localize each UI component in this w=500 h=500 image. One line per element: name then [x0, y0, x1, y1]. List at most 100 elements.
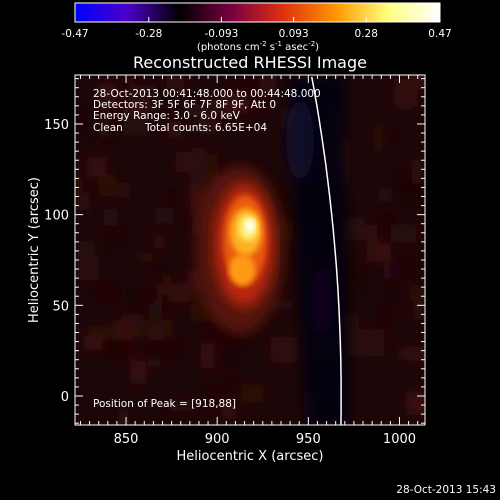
texture-blob	[154, 207, 174, 224]
x-tick-label: 950	[296, 432, 321, 447]
texture-blob	[342, 217, 365, 241]
texture-blob	[101, 339, 129, 357]
texture-blob	[103, 208, 118, 226]
y-tick-label: 50	[52, 299, 69, 314]
x-axis-label: Heliocentric X (arcsec)	[177, 449, 324, 464]
texture-blob	[202, 384, 225, 410]
info-time-range: 28-Oct-2013 00:41:48.000 to 00:44:48.000	[93, 88, 321, 100]
colorbar-unit: (photons cm-2 s-1 asec-2)	[197, 40, 319, 53]
texture-blob	[169, 121, 182, 137]
solar-limb	[310, 76, 342, 425]
texture-blob	[110, 75, 135, 83]
texture-blob	[270, 336, 299, 363]
texture-blob	[75, 177, 84, 203]
texture-blob	[377, 187, 393, 202]
texture-blob	[131, 360, 147, 384]
texture-blob	[222, 401, 236, 420]
texture-blob	[117, 407, 130, 425]
colorbar-frame	[74, 2, 441, 23]
plot-frame	[74, 74, 426, 426]
texture-blob	[378, 302, 396, 326]
info-total-counts: Total counts: 6.65E+04	[144, 122, 267, 134]
texture-blob	[185, 103, 209, 117]
image-area	[75, 75, 425, 425]
texture-blob	[97, 173, 116, 196]
texture-blob	[83, 335, 103, 350]
y-axis-label: Heliocentric Y (arcsec)	[27, 177, 42, 323]
texture-blob	[153, 236, 165, 249]
texture-blob	[240, 77, 261, 100]
texture-blob	[373, 125, 384, 151]
texture-blob	[96, 90, 110, 107]
info-energy-range: Energy Range: 3.0 - 6.0 keV	[93, 110, 241, 122]
texture-blob	[166, 340, 189, 352]
footer-date: 28-Oct-2013 15:43	[396, 484, 496, 496]
texture-blob	[75, 112, 88, 132]
texture-blob	[375, 319, 387, 337]
texture-blob	[382, 260, 402, 285]
texture-blob	[169, 110, 182, 124]
texture-blob	[366, 243, 392, 262]
texture-blob	[175, 151, 195, 173]
texture-blob	[272, 298, 292, 310]
texture-blob	[161, 273, 172, 288]
texture-blob	[405, 346, 425, 361]
texture-blob	[105, 234, 123, 245]
texture-blob	[393, 78, 419, 107]
observation-info: 28-Oct-2013 00:41:48.000 to 00:44:48.000…	[93, 88, 321, 134]
texture-blob	[201, 343, 215, 369]
texture-blob	[405, 391, 425, 415]
colorbar-ticks: -0.47 -0.28 -0.093 0.093 0.28 0.47	[61, 17, 452, 40]
texture-blob	[352, 263, 368, 289]
dark-band	[286, 75, 350, 425]
texture-blob	[213, 107, 235, 129]
texture-blob	[151, 319, 173, 337]
colorbar-tick-label: 0.28	[355, 28, 378, 40]
texture-blob	[162, 403, 181, 417]
colorbar-gradient	[75, 3, 440, 22]
colorbar-tick-label: -0.47	[61, 28, 88, 40]
texture-blob	[411, 159, 423, 184]
texture-blob	[86, 156, 106, 177]
texture-blob	[156, 283, 170, 295]
x-tick-label: 1000	[383, 432, 416, 447]
y-tick-label: 0	[61, 390, 69, 405]
texture-blob	[145, 340, 169, 354]
colorbar-tick-label: -0.093	[204, 28, 238, 40]
texture-blob	[360, 224, 379, 240]
texture-blob	[413, 297, 425, 320]
x-tick-label: 850	[114, 432, 139, 447]
texture-blob	[389, 125, 403, 145]
texture-blob	[147, 357, 161, 369]
texture-blob	[166, 75, 185, 91]
texture-blob	[390, 224, 417, 243]
info-detectors: Detectors: 3F 5F 6F 7F 8F 9F, Att 0	[93, 99, 276, 111]
peak-position-label: Position of Peak = [918,88]	[93, 398, 236, 410]
colorbar: -0.47 -0.28 -0.093 0.093 0.28 0.47 (photons c…	[61, 2, 452, 53]
texture-blob	[347, 334, 372, 357]
colorbar-tick-label: 0.093	[279, 28, 309, 40]
texture-blob	[169, 399, 193, 412]
y-tick-label: 100	[44, 209, 69, 224]
texture-blob	[137, 251, 153, 263]
texture-blob	[409, 284, 424, 300]
texture-blob	[273, 187, 295, 200]
info-clean: Clean	[93, 122, 123, 134]
flare-source	[195, 165, 285, 335]
texture-blob	[128, 302, 144, 328]
texture-blob	[164, 187, 179, 211]
x-tick-label: 900	[205, 432, 230, 447]
texture-blob	[118, 182, 131, 199]
texture-blob	[241, 384, 264, 403]
texture-blob	[413, 226, 425, 248]
texture-blob	[94, 278, 120, 306]
texture-blob	[138, 284, 151, 300]
colorbar-tick-label: -0.28	[135, 28, 162, 40]
texture-blob	[103, 225, 127, 237]
colorbar-tick-label: 0.47	[428, 28, 451, 40]
y-axis: 0 50 100 150	[44, 78, 425, 424]
texture-blob	[168, 283, 189, 303]
texture-blob	[77, 240, 96, 261]
texture-blob	[99, 113, 111, 138]
